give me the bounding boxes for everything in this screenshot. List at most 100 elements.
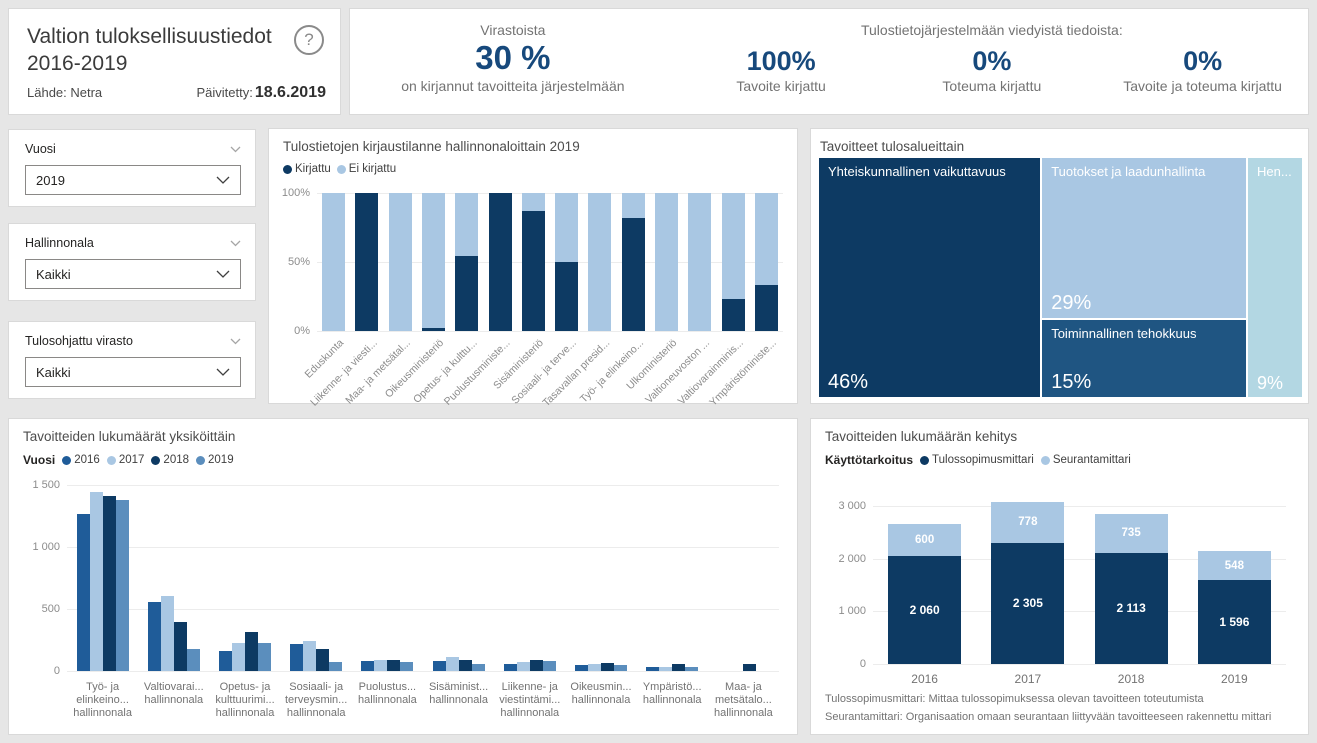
bar-2018[interactable] (173, 622, 187, 671)
slicer-tulosohjattu-dropdown[interactable]: Kaikki (25, 357, 241, 387)
bar-Valtioneuvoston ...[interactable] (688, 193, 712, 331)
bar-2017[interactable] (303, 641, 317, 671)
bar-segment-ei-kirjattu[interactable] (422, 193, 445, 329)
bar-Tasavallan presid...[interactable] (588, 193, 612, 331)
bar-Opetus- ja kulttu...[interactable] (455, 193, 479, 331)
bar-segment-ei-kirjattu[interactable] (555, 193, 579, 262)
bar-segment-kirjattu[interactable] (555, 262, 579, 331)
treemap-tile[interactable]: Tuotokset ja laadunhallinta 29% (1042, 158, 1247, 319)
bar-segment-ei-kirjattu[interactable] (621, 193, 645, 218)
bar-segment-kirjattu[interactable] (488, 193, 512, 331)
legend-item-kirjattu[interactable]: Kirjattu (283, 163, 331, 175)
legend-item-tulossopimusmittari[interactable]: Tulossopimusmittari (920, 454, 1034, 466)
bar-Maa- ja metsätal...[interactable] (388, 193, 412, 331)
bar-2018[interactable] (245, 631, 258, 671)
bar-2017[interactable] (374, 660, 388, 671)
bar-Työ- ja elinkeino...[interactable] (621, 193, 645, 331)
bar-2018[interactable] (387, 660, 401, 671)
bar-Sosiaali- ja terve...[interactable] (555, 193, 579, 331)
bar-2018[interactable] (672, 664, 686, 671)
bar-2016[interactable] (361, 661, 375, 671)
bar-2018[interactable] (102, 495, 116, 671)
bar-segment-ei-kirjattu[interactable] (322, 193, 346, 331)
chevron-down-icon[interactable] (230, 240, 241, 247)
bar-2017[interactable] (89, 492, 103, 671)
bar-segment-tulossopimusmittari[interactable]: 2 305 (991, 542, 1065, 664)
bar-segment-ei-kirjattu[interactable] (455, 193, 479, 257)
column-2016[interactable]: 600 2 060 (888, 523, 962, 664)
bar-2019[interactable] (471, 663, 485, 671)
bar-Ulkoministeriö[interactable] (655, 193, 678, 331)
bar-2017[interactable] (659, 667, 673, 671)
legend-item-seurantamittari[interactable]: Seurantamittari (1040, 454, 1131, 466)
bar-segment-kirjattu[interactable] (621, 217, 645, 331)
bar-2018[interactable] (743, 663, 757, 671)
help-icon[interactable]: ? (294, 25, 324, 55)
bar-segment-kirjattu[interactable] (455, 256, 479, 331)
treemap-tile[interactable]: Yhteiskunnallinen vaikuttavuus 46% (819, 158, 1041, 397)
bar-segment-kirjattu[interactable] (521, 210, 545, 331)
bar-segment-seurantamittari[interactable]: 600 (888, 523, 962, 556)
bar-2019[interactable] (115, 499, 129, 671)
bar-segment-seurantamittari[interactable]: 778 (991, 501, 1065, 543)
bar-2016[interactable] (575, 664, 588, 671)
bar-2016[interactable] (432, 661, 446, 671)
bar-segment-seurantamittari[interactable]: 735 (1094, 514, 1168, 553)
bar-2018[interactable] (458, 659, 472, 671)
bar-segment-ei-kirjattu[interactable] (388, 193, 412, 331)
bar-segment-ei-kirjattu[interactable] (688, 193, 712, 331)
column-2018[interactable]: 735 2 113 (1094, 514, 1168, 664)
bar-2019[interactable] (542, 661, 556, 671)
bar-2017[interactable] (232, 643, 245, 671)
bar-2018[interactable] (601, 662, 614, 671)
bar-2016[interactable] (219, 650, 232, 671)
column-2017[interactable]: 778 2 305 (991, 501, 1065, 664)
bar-2019[interactable] (685, 666, 699, 671)
treemap-tile[interactable]: Hen... 9% (1248, 158, 1302, 397)
bar-2016[interactable] (76, 513, 90, 671)
bar-segment-ei-kirjattu[interactable] (754, 193, 778, 286)
bar-Puolustusministe...[interactable] (488, 193, 512, 331)
bar-Sisäministeriö[interactable] (521, 193, 545, 331)
legend-item-2017[interactable]: 2017 (106, 454, 144, 466)
legend-item-2019[interactable]: 2019 (196, 454, 234, 466)
bar-segment-kirjattu[interactable] (721, 299, 745, 331)
bar-2019[interactable] (329, 662, 343, 671)
bar-segment-kirjattu[interactable] (355, 193, 379, 331)
bar-2016[interactable] (503, 664, 517, 671)
bar-2019[interactable] (186, 649, 200, 671)
bar-2018[interactable] (529, 660, 543, 671)
chevron-down-icon[interactable] (230, 146, 241, 153)
bar-segment-ei-kirjattu[interactable] (588, 193, 612, 331)
bar-segment-kirjattu[interactable] (422, 328, 445, 331)
bar-2017[interactable] (588, 664, 601, 671)
bar-segment-kirjattu[interactable] (754, 285, 778, 331)
bar-2016[interactable] (646, 666, 660, 671)
bar-Liikenne- ja viesti...[interactable] (355, 193, 379, 331)
bar-2017[interactable] (160, 595, 174, 671)
legend-item-2018[interactable]: 2018 (151, 454, 189, 466)
legend-item-2016[interactable]: 2016 (62, 454, 100, 466)
treemap-tile[interactable]: Toiminnallinen tehokkuus 15% (1042, 320, 1247, 397)
chevron-down-icon[interactable] (230, 338, 241, 345)
bar-Eduskunta[interactable] (322, 193, 346, 331)
bar-segment-ei-kirjattu[interactable] (721, 193, 745, 300)
bar-Valtiovarainminis...[interactable] (721, 193, 745, 331)
slicer-vuosi-dropdown[interactable]: 2019 (25, 165, 241, 195)
legend-item-ei-kirjattu[interactable]: Ei kirjattu (336, 163, 396, 175)
bar-2019[interactable] (258, 643, 271, 671)
bar-2017[interactable] (516, 662, 530, 671)
bar-segment-seurantamittari[interactable]: 548 (1197, 551, 1271, 580)
bar-segment-tulossopimusmittari[interactable]: 2 060 (888, 555, 962, 664)
bar-2016[interactable] (290, 644, 304, 671)
bar-2017[interactable] (445, 657, 459, 671)
bar-segment-ei-kirjattu[interactable] (521, 193, 545, 211)
bar-segment-tulossopimusmittari[interactable]: 1 596 (1197, 579, 1271, 664)
column-2019[interactable]: 548 1 596 (1197, 551, 1271, 664)
bar-2016[interactable] (147, 602, 161, 671)
bar-Oikeusministeriö[interactable] (422, 193, 445, 331)
slicer-hallinnonala-dropdown[interactable]: Kaikki (25, 259, 241, 289)
bar-segment-tulossopimusmittari[interactable]: 2 113 (1094, 552, 1168, 664)
bar-2019[interactable] (400, 661, 414, 671)
bar-segment-ei-kirjattu[interactable] (655, 193, 678, 331)
